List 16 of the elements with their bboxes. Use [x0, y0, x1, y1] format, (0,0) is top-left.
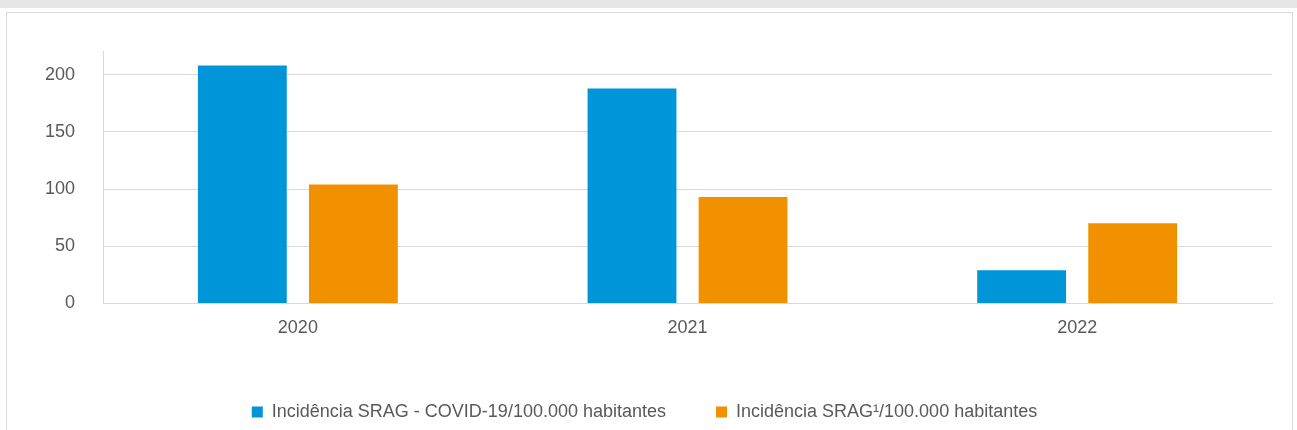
- x-tick-label: 2020: [277, 317, 318, 338]
- y-tick-label: 0: [65, 292, 76, 313]
- x-tick-label: 2021: [667, 317, 708, 338]
- x-tick-label: 2022: [1057, 317, 1098, 338]
- bar: [308, 184, 398, 303]
- legend-label: Incidência SRAG¹/100.000 habitantes: [736, 400, 1038, 421]
- y-tick-label: 50: [55, 235, 76, 256]
- legend-label: Incidência SRAG - COVID-19/100.000 habitantes: [271, 400, 667, 421]
- y-tick-label: 100: [44, 178, 76, 199]
- y-tick-label: 150: [44, 120, 76, 141]
- bar: [1088, 223, 1178, 303]
- y-tick-label: 200: [44, 63, 76, 84]
- bar: [197, 65, 287, 303]
- bar: [977, 270, 1067, 303]
- bar: [587, 88, 677, 303]
- bar: [698, 197, 788, 303]
